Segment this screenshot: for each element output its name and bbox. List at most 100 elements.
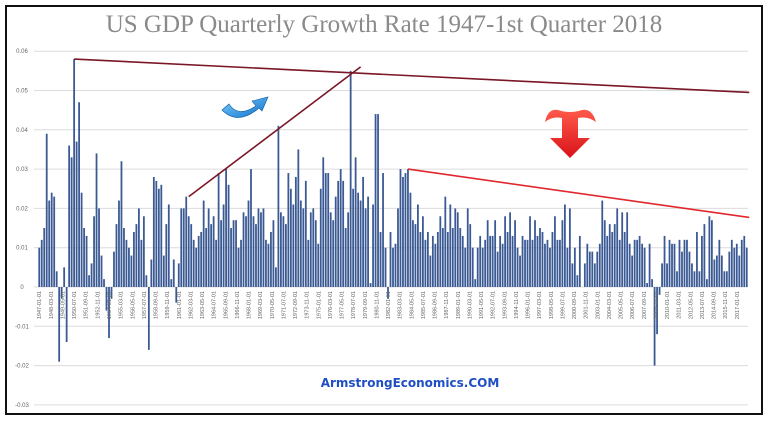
bar — [603, 220, 606, 287]
bar — [63, 267, 66, 287]
bar — [573, 247, 576, 287]
bar — [262, 208, 265, 287]
bar — [342, 180, 345, 287]
y-tick-label: 0 — [20, 285, 24, 291]
bar — [733, 247, 736, 287]
bar — [289, 188, 292, 287]
bar — [710, 220, 713, 287]
bar — [426, 231, 429, 287]
bar — [730, 239, 733, 287]
y-tick-label: 0.05 — [16, 89, 28, 95]
bar — [103, 279, 105, 287]
bar — [334, 196, 337, 287]
bar — [312, 208, 315, 287]
bar — [155, 180, 158, 287]
bar — [93, 216, 95, 287]
bar — [185, 196, 188, 287]
red-down-arrow-icon — [545, 109, 596, 158]
chart-title: US GDP Quarterly Growth Rate 1947-1st Qu… — [106, 11, 663, 38]
bar — [745, 247, 748, 287]
bar — [60, 287, 63, 299]
bar — [200, 231, 203, 287]
bar — [192, 239, 195, 287]
bar — [509, 212, 511, 287]
bar — [643, 247, 646, 287]
bar — [638, 235, 641, 287]
bar — [703, 224, 706, 287]
bar — [359, 200, 362, 287]
bar — [646, 283, 649, 287]
bar — [68, 145, 71, 287]
bar — [123, 228, 125, 287]
bar — [165, 224, 168, 287]
bar — [384, 247, 387, 287]
bar — [195, 247, 198, 287]
bar — [167, 204, 170, 287]
y-tick-label: 0.03 — [16, 167, 28, 173]
bar — [180, 208, 183, 287]
bar — [449, 204, 452, 287]
bar — [142, 216, 145, 287]
bar — [521, 235, 524, 287]
bar — [275, 267, 277, 287]
bar — [651, 279, 653, 287]
bar — [120, 161, 123, 287]
bar — [324, 173, 327, 287]
bar — [220, 220, 223, 287]
bar — [725, 271, 728, 287]
trend-line — [407, 168, 750, 219]
bar — [292, 204, 295, 287]
bar — [137, 208, 140, 287]
x-tick-label: 1963-05-01 — [200, 291, 206, 319]
x-tick-label: 1975-01-01 — [316, 291, 322, 319]
bar — [182, 208, 185, 287]
bar — [58, 287, 61, 362]
bar — [431, 235, 434, 287]
bar — [277, 125, 280, 288]
bar — [723, 271, 726, 287]
x-tick-label: 1991-05-01 — [479, 291, 485, 319]
bar — [496, 251, 499, 287]
bar — [504, 216, 507, 287]
y-tick-label: 0.04 — [16, 128, 28, 134]
bar — [417, 204, 419, 287]
bar — [354, 157, 357, 287]
bar — [48, 200, 51, 287]
x-tick-label: 1955-03-01 — [119, 291, 125, 319]
x-tick-label: 1957-07-01 — [142, 291, 148, 319]
bar — [541, 231, 544, 287]
chart-frame — [5, 5, 763, 415]
bar — [257, 208, 260, 287]
bar — [429, 255, 432, 287]
bar — [53, 196, 56, 287]
bar — [272, 220, 275, 287]
bar — [705, 279, 708, 287]
bar — [374, 114, 377, 287]
bar — [516, 247, 519, 287]
bar — [304, 180, 307, 287]
bar — [491, 235, 494, 287]
bar — [314, 220, 317, 287]
bar — [511, 235, 514, 287]
bar — [364, 208, 367, 287]
bar — [302, 208, 305, 287]
bar — [409, 192, 412, 287]
bar — [474, 279, 477, 287]
bar — [235, 220, 237, 287]
bar — [412, 220, 414, 287]
bar — [250, 169, 252, 287]
bar — [586, 243, 589, 287]
bar — [601, 200, 604, 287]
bar — [661, 263, 663, 287]
bar — [698, 271, 701, 287]
bar — [708, 216, 711, 287]
x-tick-label: 1950-07-01 — [72, 291, 78, 319]
bar — [352, 188, 355, 287]
x-tick-label: 2004-03-01 — [607, 291, 613, 319]
bar — [73, 59, 76, 288]
bar — [367, 196, 369, 287]
x-tick-label: 2015-11-01 — [723, 291, 729, 319]
bar — [636, 239, 639, 287]
bar — [337, 180, 340, 287]
bar — [566, 247, 569, 287]
